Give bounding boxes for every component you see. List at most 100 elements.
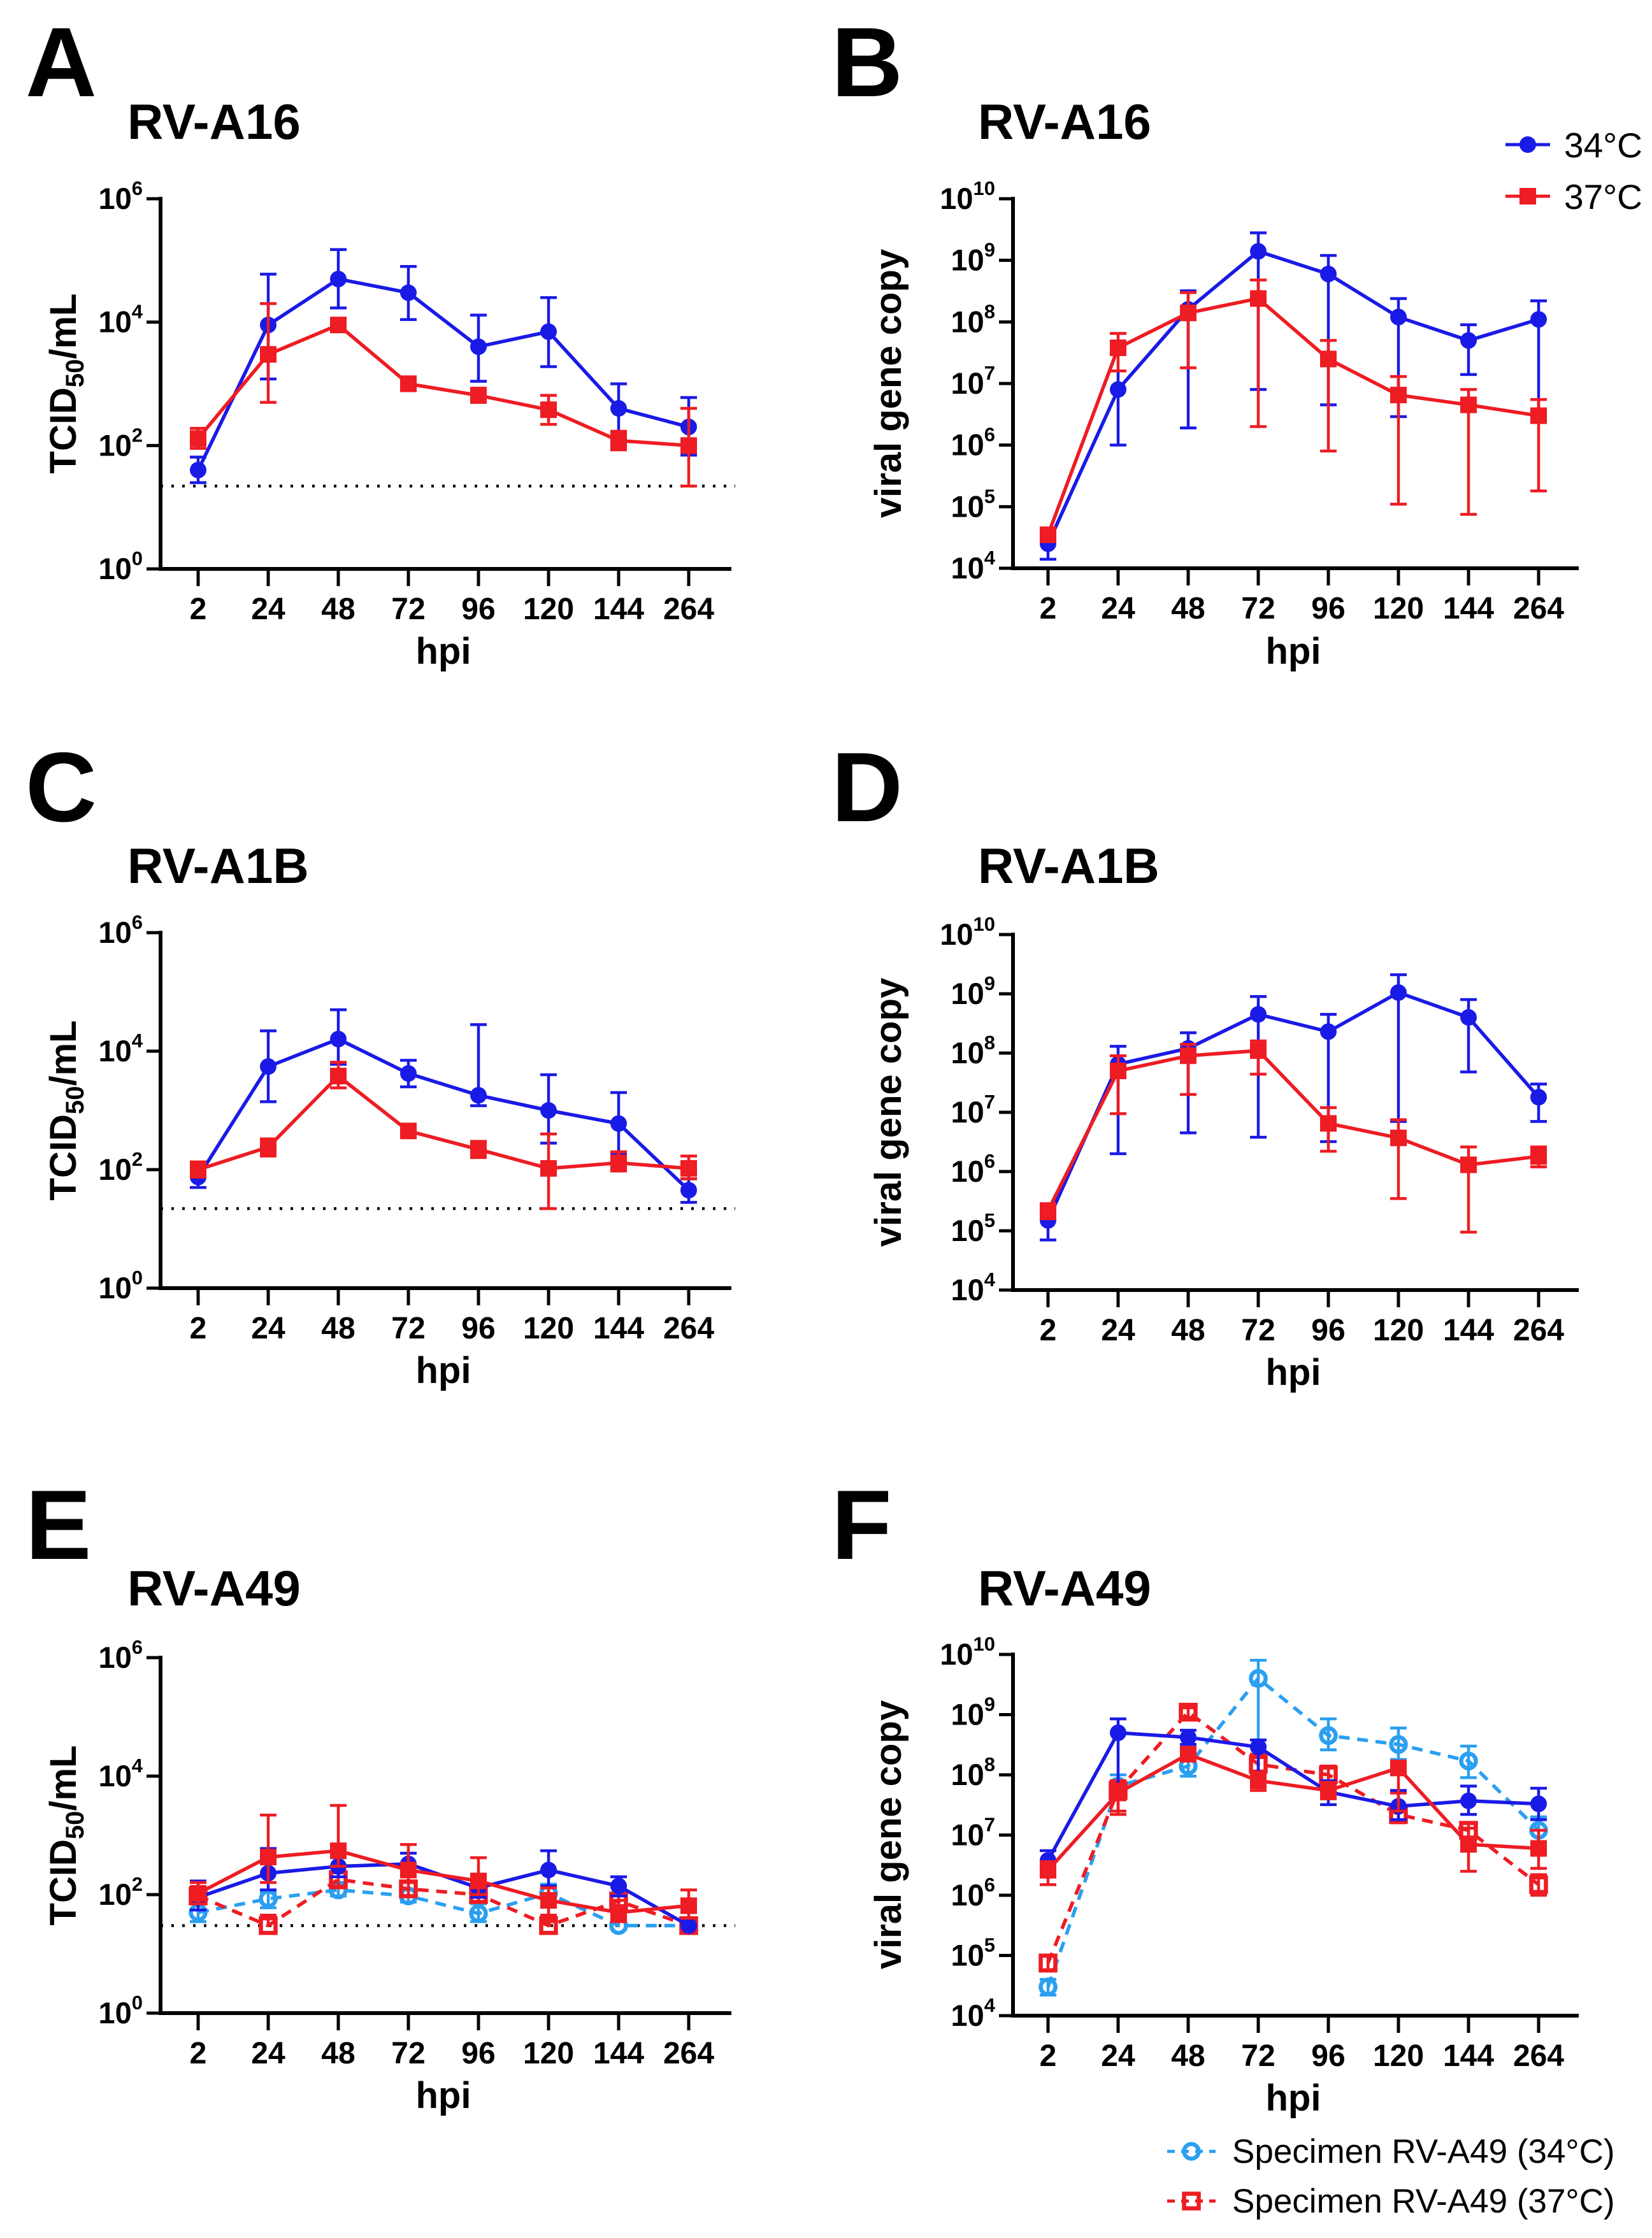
svg-text:108: 108	[951, 1753, 995, 1791]
svg-text:48: 48	[1171, 592, 1205, 626]
svg-text:102: 102	[98, 1873, 143, 1911]
svg-text:120: 120	[1373, 2039, 1424, 2073]
panel-d-y-axis-title: viral gene copy	[868, 977, 909, 1247]
svg-text:72: 72	[1241, 2039, 1275, 2073]
panel-d-title: RV-A1B	[978, 838, 1160, 894]
panel-f-x-axis-title: hpi	[1265, 2077, 1321, 2119]
panel-c-x-axis-title: hpi	[415, 1350, 471, 1391]
panel-a-y-axis-title: TCID50/mL	[43, 293, 89, 474]
svg-text:72: 72	[391, 592, 425, 626]
svg-text:120: 120	[523, 2037, 574, 2070]
svg-text:108: 108	[951, 300, 995, 338]
panel-a-title: RV-A16	[127, 94, 301, 150]
svg-text:24: 24	[251, 592, 285, 626]
svg-text:2: 2	[190, 1312, 207, 1345]
panel-b-title: RV-A16	[978, 94, 1151, 150]
svg-text:264: 264	[1513, 1314, 1564, 1347]
svg-text:96: 96	[1311, 592, 1345, 626]
svg-text:107: 107	[951, 362, 995, 400]
svg-text:106: 106	[951, 424, 995, 462]
svg-text:105: 105	[951, 485, 995, 523]
svg-text:264: 264	[1513, 2039, 1564, 2073]
panel-e-title: RV-A49	[127, 1560, 301, 1616]
svg-text:104: 104	[951, 1994, 995, 2032]
legend-34c-label: 34°C	[1564, 126, 1642, 165]
svg-text:24: 24	[1101, 592, 1135, 626]
svg-text:2: 2	[1040, 1314, 1057, 1347]
svg-text:2: 2	[190, 2037, 207, 2070]
svg-text:96: 96	[461, 1312, 495, 1345]
svg-text:120: 120	[523, 592, 574, 626]
panel-c-title: RV-A1B	[127, 838, 309, 894]
svg-text:72: 72	[391, 1312, 425, 1345]
svg-text:106: 106	[951, 1150, 995, 1188]
svg-text:107: 107	[951, 1091, 995, 1129]
svg-text:108: 108	[951, 1031, 995, 1070]
svg-text:24: 24	[1101, 1314, 1135, 1347]
svg-text:24: 24	[1101, 2039, 1135, 2073]
svg-text:24: 24	[251, 2037, 285, 2070]
svg-text:120: 120	[1373, 1314, 1424, 1347]
svg-text:144: 144	[1443, 1314, 1494, 1347]
svg-text:2: 2	[190, 592, 207, 626]
panel-b-x-axis-title: hpi	[1265, 631, 1321, 672]
svg-text:120: 120	[1373, 592, 1424, 626]
svg-text:1010: 1010	[940, 1633, 995, 1671]
svg-text:100: 100	[98, 1266, 143, 1305]
svg-text:264: 264	[1513, 592, 1564, 626]
legend-specimen-37c-label: Specimen RV-A49 (37°C)	[1232, 2183, 1615, 2220]
svg-text:144: 144	[593, 592, 644, 626]
svg-text:104: 104	[951, 547, 995, 585]
svg-text:2: 2	[1040, 2039, 1057, 2073]
svg-text:109: 109	[951, 239, 995, 277]
panel-a-x-axis-title: hpi	[415, 631, 471, 672]
svg-text:106: 106	[98, 177, 143, 215]
svg-text:1010: 1010	[940, 913, 995, 951]
svg-text:48: 48	[321, 1312, 355, 1345]
svg-text:102: 102	[98, 424, 143, 462]
svg-text:104: 104	[951, 1268, 995, 1307]
svg-text:109: 109	[951, 972, 995, 1010]
svg-text:102: 102	[98, 1148, 143, 1186]
panel-d-letter: D	[831, 732, 903, 842]
svg-text:2: 2	[1040, 592, 1057, 626]
panel-e-x-axis-title: hpi	[415, 2075, 471, 2116]
svg-text:144: 144	[593, 1312, 644, 1345]
panel-f-title: RV-A49	[978, 1560, 1151, 1616]
svg-text:105: 105	[951, 1934, 995, 1972]
svg-text:106: 106	[951, 1874, 995, 1912]
panel-f-letter: F	[831, 1470, 892, 1580]
svg-text:96: 96	[461, 592, 495, 626]
svg-text:104: 104	[98, 1754, 143, 1793]
svg-text:264: 264	[663, 1312, 714, 1345]
svg-text:144: 144	[593, 2037, 644, 2070]
svg-text:104: 104	[98, 301, 143, 339]
svg-text:72: 72	[1241, 1314, 1275, 1347]
svg-text:48: 48	[321, 2037, 355, 2070]
svg-text:100: 100	[98, 547, 143, 585]
svg-text:1010: 1010	[940, 177, 995, 215]
svg-text:96: 96	[1311, 2039, 1345, 2073]
legend-specimen-34c-label: Specimen RV-A49 (34°C)	[1232, 2133, 1615, 2170]
panel-b-y-axis-title: viral gene copy	[868, 248, 909, 519]
svg-text:144: 144	[1443, 2039, 1494, 2073]
svg-text:96: 96	[1311, 1314, 1345, 1347]
svg-text:48: 48	[321, 592, 355, 626]
svg-text:24: 24	[251, 1312, 285, 1345]
svg-text:109: 109	[951, 1693, 995, 1732]
svg-text:105: 105	[951, 1209, 995, 1247]
svg-text:106: 106	[98, 1636, 143, 1674]
panel-b-letter: B	[831, 7, 903, 117]
panel-c-letter: C	[25, 732, 97, 842]
svg-text:144: 144	[1443, 592, 1494, 626]
panel-c-y-axis-title: TCID50/mL	[43, 1020, 89, 1201]
svg-text:264: 264	[663, 2037, 714, 2070]
svg-text:48: 48	[1171, 1314, 1205, 1347]
svg-text:107: 107	[951, 1814, 995, 1852]
panel-e-letter: E	[25, 1470, 92, 1580]
panel-d-x-axis-title: hpi	[1265, 1352, 1321, 1393]
svg-text:100: 100	[98, 1991, 143, 2030]
panel-f-y-axis-title: viral gene copy	[868, 1700, 909, 1970]
svg-text:72: 72	[1241, 592, 1275, 626]
